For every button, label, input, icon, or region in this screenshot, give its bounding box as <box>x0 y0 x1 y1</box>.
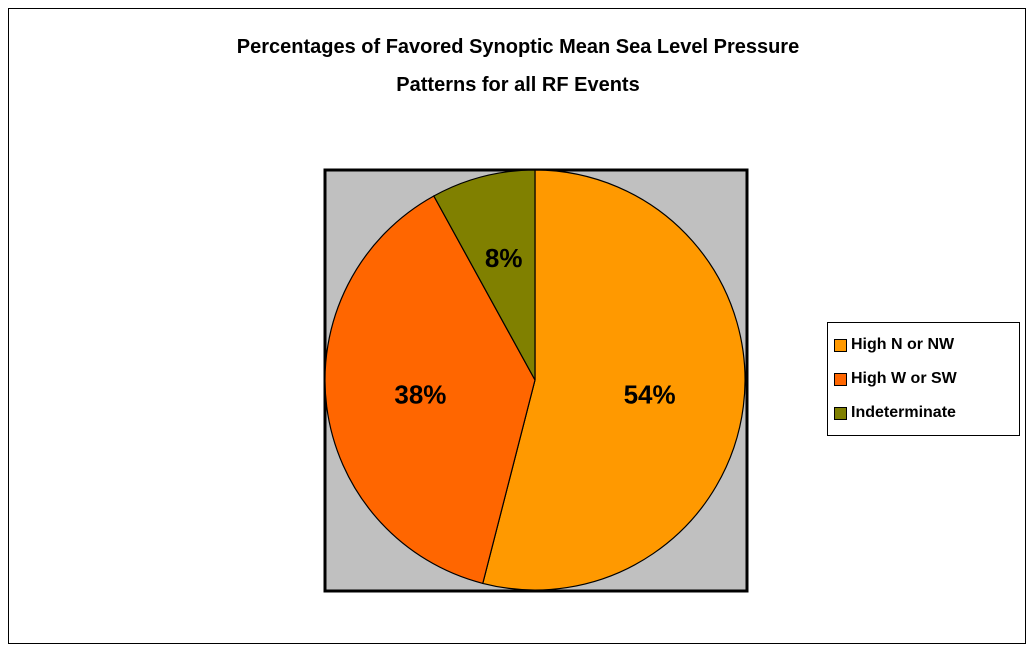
pie-slice-high-n-or-nw <box>482 169 746 591</box>
data-label-high-n-or-nw: 54% <box>624 379 676 409</box>
legend: High N or NW High W or SW Indeterminate <box>827 322 1020 436</box>
chart-title-line-2: Patterns for all RF Events <box>396 74 640 96</box>
legend-item-high-n-or-nw: High N or NW <box>834 335 954 355</box>
chart-title-line-1: Percentages of Favored Synoptic Mean Sea… <box>236 36 800 58</box>
legend-item-indeterminate: Indeterminate <box>834 403 956 423</box>
pie-slices <box>324 169 746 591</box>
data-label-high-w-or-sw: 38% <box>394 379 446 409</box>
chart-frame <box>8 8 1026 644</box>
pie-slice-indeterminate <box>433 169 536 381</box>
legend-item-high-w-or-sw: High W or SW <box>834 369 957 389</box>
pie-data-labels: 54% 38% 8% <box>394 243 675 410</box>
legend-label-indeterminate: Indeterminate <box>851 404 956 421</box>
legend-swatch-indeterminate <box>834 406 847 420</box>
legend-label-high-w-or-sw: High W or SW <box>851 370 957 387</box>
pie-slice-high-w-or-sw <box>324 195 536 585</box>
legend-swatch-high-n-or-nw <box>834 338 847 352</box>
data-label-indeterminate: 8% <box>485 243 523 273</box>
legend-swatch-high-w-or-sw <box>834 372 847 386</box>
legend-label-high-n-or-nw: High N or NW <box>851 336 955 353</box>
